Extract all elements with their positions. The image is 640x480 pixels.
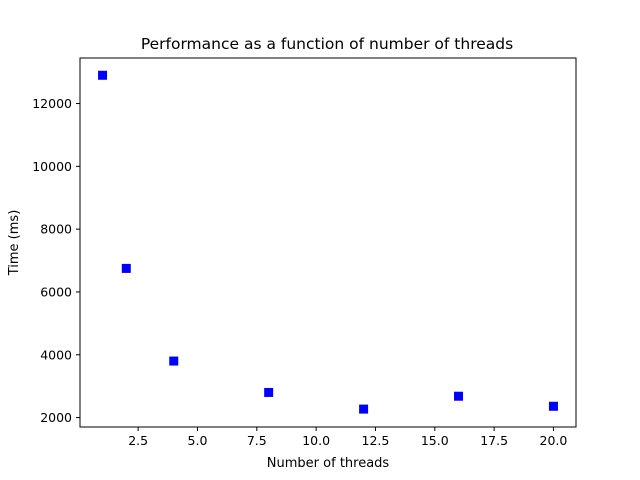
- data-point: [454, 391, 464, 401]
- data-point: [548, 401, 558, 411]
- y-axis-label: Time (ms): [7, 210, 22, 277]
- y-tick-label: 8000: [40, 222, 72, 237]
- y-tick-label: 2000: [40, 410, 72, 425]
- chart-title: Performance as a function of number of t…: [141, 35, 513, 53]
- data-point: [169, 356, 179, 366]
- x-axis: 2.5 5.0 7.5 10.0 12.5 15.0 17.5 20.0: [128, 427, 567, 448]
- x-tick-label: 7.5: [247, 433, 267, 448]
- data-points: [98, 70, 558, 414]
- y-tick-label: 12000: [32, 96, 72, 111]
- plot-area: [80, 58, 576, 427]
- x-axis-label: Number of threads: [267, 456, 390, 471]
- x-tick-label: 20.0: [540, 433, 568, 448]
- data-point: [121, 263, 131, 273]
- x-tick-label: 2.5: [128, 433, 148, 448]
- data-point: [98, 70, 108, 80]
- y-axis: 2000 4000 6000 8000 10000 12000: [32, 96, 80, 425]
- y-tick-label: 10000: [32, 159, 72, 174]
- x-tick-label: 5.0: [188, 433, 208, 448]
- x-tick-label: 12.5: [362, 433, 390, 448]
- x-tick-label: 17.5: [480, 433, 508, 448]
- y-tick-label: 6000: [40, 284, 72, 299]
- y-tick-label: 4000: [40, 347, 72, 362]
- x-tick-label: 15.0: [421, 433, 449, 448]
- plot-frame: [79, 57, 577, 428]
- data-point: [264, 387, 274, 397]
- data-point: [359, 404, 369, 414]
- x-tick-label: 10.0: [302, 433, 330, 448]
